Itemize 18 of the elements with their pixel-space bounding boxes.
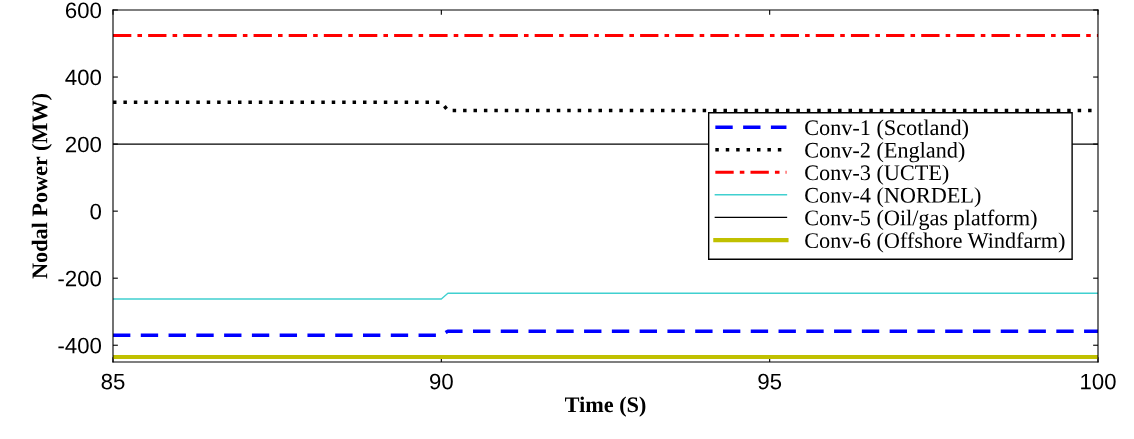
- y-axis-title: Nodal Power (MW): [31, 93, 52, 279]
- x-tick-label: 90: [430, 373, 453, 390]
- x-tick-label: 100: [1081, 373, 1116, 390]
- y-tick-label: -200: [58, 270, 102, 287]
- x-tick-label: 95: [758, 373, 782, 390]
- y-tick-label: 400: [65, 69, 102, 86]
- x-tick-label: 85: [101, 373, 125, 390]
- legend-label: Conv-4 (NORDEL): [805, 187, 981, 208]
- legend-label: Conv-2 (England): [805, 142, 965, 163]
- legend-label: Conv-3 (UCTE): [805, 164, 949, 185]
- y-tick-label: 0: [90, 203, 102, 220]
- y-tick-label: 200: [65, 136, 102, 153]
- legend-label: Conv-6 (Offshore Windfarm): [805, 232, 1065, 253]
- x-axis-title: Time (S): [565, 396, 646, 417]
- y-tick-label: 600: [65, 2, 102, 19]
- legend-label: Conv-1 (Scotland): [805, 119, 969, 140]
- y-tick-label: -400: [58, 337, 102, 354]
- legend-label: Conv-5 (Oil/gas platform): [805, 209, 1037, 230]
